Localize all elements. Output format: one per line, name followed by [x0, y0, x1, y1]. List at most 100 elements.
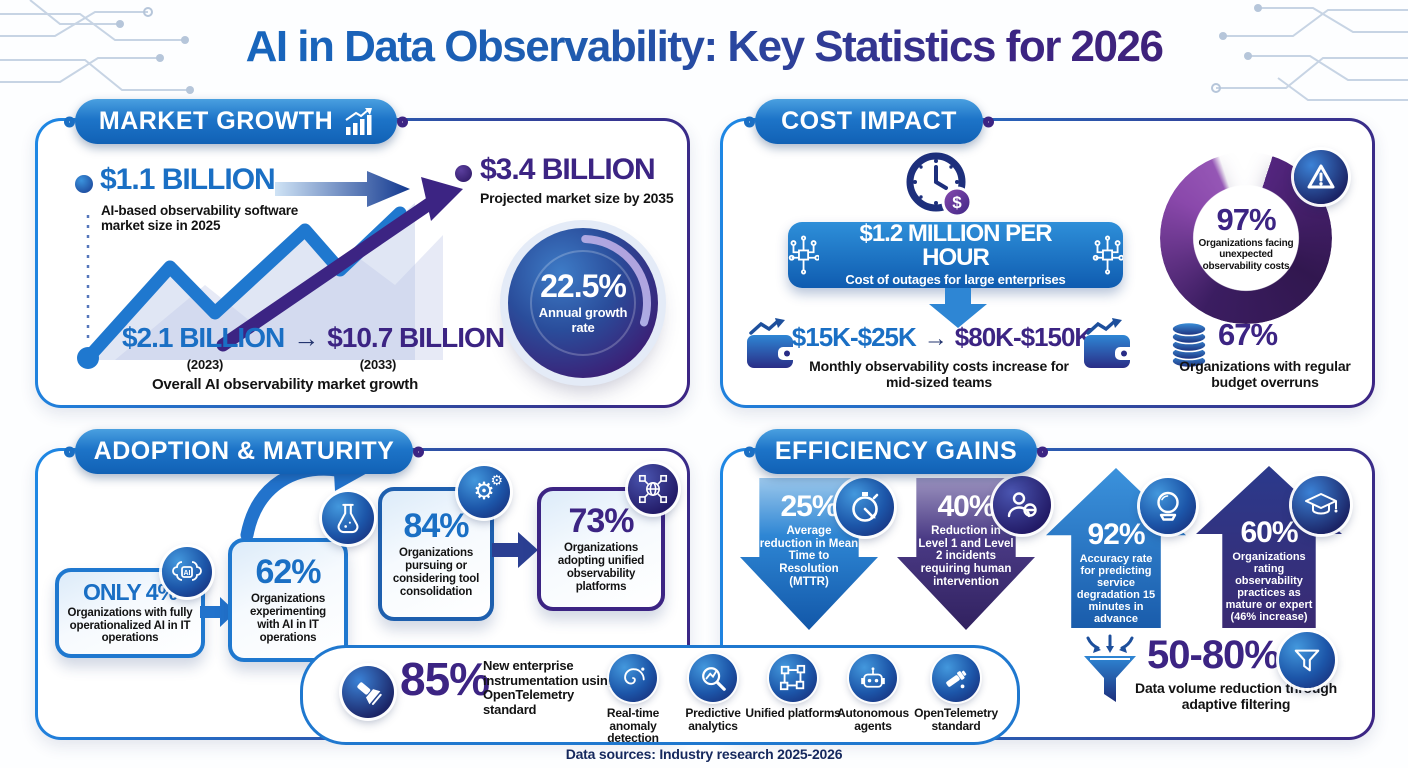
- wallet-growth-icon: [747, 318, 801, 368]
- step-4-label: Organizations adopting unified observabi…: [557, 542, 645, 593]
- header-label: ADOPTION & MATURITY: [93, 437, 395, 465]
- monthly-to-value: $80K-$150K: [954, 322, 1093, 352]
- funnel-icon: [1084, 634, 1136, 702]
- funnel-label: Data volume reduction through adaptive f…: [1135, 680, 1337, 712]
- monthly-cost-label: Monthly observability costs increase for…: [809, 358, 1069, 390]
- step-3-label: Organizations pursuing or considering to…: [392, 547, 480, 598]
- stat-2035-bullet: [455, 165, 472, 182]
- step-1-label: Organizations with fully operationalized…: [67, 606, 193, 645]
- magnifier-chart-icon: [689, 654, 737, 702]
- panel-market-growth: $1.1 BILLION AI-based observability soft…: [35, 118, 690, 408]
- pill-connector-dot: [397, 116, 408, 127]
- pill-connector-dot: [64, 116, 75, 127]
- flask-icon: [322, 492, 374, 544]
- pill-connector-dot: [413, 446, 424, 457]
- prediction-value: 92%: [1087, 518, 1145, 551]
- annual-growth-gauge: 22.5% Annual growth rate: [508, 228, 658, 378]
- growth-transition-arrow: [275, 171, 410, 207]
- cost-impact-header: COST IMPACT: [744, 99, 994, 144]
- capability-label: OpenTelemetry standard: [914, 706, 998, 733]
- monthly-from-value: $15K-$25K: [791, 322, 917, 352]
- donut-center: 97% Organizations facing unexpected obse…: [1160, 152, 1332, 324]
- overall-from-year: (2023): [186, 357, 224, 372]
- header-label: COST IMPACT: [781, 107, 957, 135]
- capability-label: Predictive analytics: [685, 706, 741, 733]
- otel-capabilities-strip: 85% New enterprise instrumentation using…: [300, 645, 1020, 745]
- market-2025-label: AI-based observability software market s…: [101, 203, 299, 234]
- robot-icon: [849, 654, 897, 702]
- pill-connector-dot: [64, 446, 75, 457]
- step-4-value: 73%: [568, 502, 634, 541]
- right-arrow-glyph: →: [923, 325, 948, 352]
- funnel-value: 50-80%: [1147, 633, 1280, 677]
- network-globe-icon: [628, 464, 678, 514]
- data-sources-footer: Data sources: Industry research 2025-202…: [565, 746, 843, 762]
- gauge-arc: [515, 235, 651, 371]
- step-2-value: 62%: [255, 553, 321, 592]
- spiral-anomaly-icon: [609, 654, 657, 702]
- capability-label: Unified platforms: [745, 706, 841, 720]
- capability-autonomous-agents: Autonomous agents: [823, 654, 923, 732]
- market-growth-line-chart: [77, 177, 463, 369]
- maturity-value: 60%: [1240, 516, 1298, 549]
- circuit-chip-icon: [1092, 235, 1124, 275]
- outage-cost-value: $1.2 MILLION PER HOUR: [859, 220, 1052, 272]
- prediction-label: Accuracy rate for predicting service deg…: [1076, 553, 1156, 626]
- gauge-value: 22.5%: [540, 268, 627, 305]
- outage-cost-label: Cost of outages for large enterprises: [845, 272, 1066, 288]
- svg-text:$: $: [952, 193, 962, 212]
- monthly-cost-row: $15K-$25K → $80K-$150K: [792, 324, 1093, 352]
- donut-label: Organizations facing unexpected observab…: [1198, 238, 1294, 272]
- market-growth-header: MARKET GROWTH: [64, 99, 408, 144]
- step-arrow-2: [492, 532, 538, 568]
- bar-chart-growth-icon: [345, 107, 373, 135]
- adoption-step-3-card: 84% Organizations pursuing or considerin…: [378, 487, 494, 621]
- header-label: MARKET GROWTH: [98, 107, 334, 135]
- person-minus-icon: [993, 476, 1051, 534]
- capability-unified-platforms: Unified platforms: [743, 654, 843, 720]
- wallet-growth-icon: [1084, 318, 1138, 368]
- mttr-value: 25%: [780, 490, 838, 523]
- overruns-label: Organizations with regular budget overru…: [1179, 358, 1351, 390]
- overall-from-value: $2.1 BILLION: [121, 322, 285, 353]
- market-2035-value: $3.4 BILLION: [480, 153, 656, 186]
- torch-icon: [342, 666, 394, 718]
- outage-cost-box: $1.2 MILLION PER HOUR Cost of outages fo…: [788, 220, 1124, 288]
- stopwatch-icon: [836, 478, 894, 536]
- pill-connector-dot: [744, 116, 755, 127]
- clock-dollar-icon: $: [906, 152, 973, 218]
- maturity-label: Organizations rating observability pract…: [1225, 551, 1313, 624]
- right-arrow-glyph: →: [293, 323, 319, 353]
- efficiency-gains-header: EFFICIENCY GAINS: [744, 429, 1048, 474]
- market-2025-value: $1.1 BILLION: [100, 163, 276, 196]
- header-label: EFFICIENCY GAINS: [774, 437, 1018, 465]
- svg-text:AI: AI: [184, 570, 191, 577]
- capability-opentelemetry: OpenTelemetry standard: [906, 654, 1006, 732]
- crystal-ball-icon: [1140, 478, 1196, 534]
- pill-connector-dot: [983, 116, 994, 127]
- step-arrow-1: [200, 597, 236, 627]
- step-3-value: 84%: [403, 507, 469, 546]
- capability-label: Real-time anomaly detection: [606, 706, 660, 746]
- stat-2025-bullet: [75, 175, 93, 193]
- panel-cost-impact: $ $1.2 MILLION PER HOUR Cost of outages …: [720, 118, 1375, 408]
- funnel-badge-icon: [1279, 632, 1335, 688]
- circuit-chip-icon: [788, 235, 820, 275]
- capability-anomaly-detection: Real-time anomaly detection: [583, 654, 683, 745]
- panel-efficiency-gains: 25% Average reduction in Mean Time to Re…: [720, 448, 1375, 740]
- gauge-label: Annual growth rate: [538, 305, 628, 335]
- telescope-icon: [932, 654, 980, 702]
- overall-to-value: $10.7 BILLION: [327, 322, 505, 353]
- overall-growth-label: Overall AI observability market growth: [151, 376, 419, 393]
- adoption-maturity-header: ADOPTION & MATURITY: [64, 429, 424, 474]
- down-arrow-connector: [929, 288, 987, 328]
- step-2-label: Organizations experimenting with AI in I…: [249, 593, 326, 644]
- donut-value: 97%: [1216, 202, 1276, 238]
- otel-value: 85%: [400, 653, 490, 705]
- market-2035-label: Projected market size by 2035: [480, 190, 674, 206]
- mttr-label: Average reduction in Mean Time to Resolu…: [759, 525, 859, 588]
- incidents-value: 40%: [937, 490, 995, 523]
- linked-nodes-icon: [769, 654, 817, 702]
- incidents-label: Reduction in Level 1 and Level 2 inciden…: [918, 525, 1014, 588]
